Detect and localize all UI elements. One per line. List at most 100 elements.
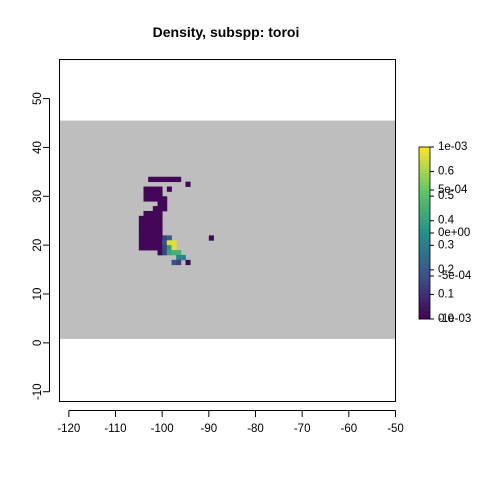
- heatmap-cell: [185, 259, 191, 266]
- colorbar-label: 0.0: [438, 313, 454, 325]
- heatmap-cell: [157, 186, 163, 192]
- colorbar-segment: [419, 310, 430, 316]
- colorbar-label: 0.1: [438, 288, 454, 300]
- heatmap-cell: [138, 230, 144, 236]
- heatmap-cell: [162, 196, 168, 202]
- heatmap-cell: [138, 220, 144, 227]
- heatmap-cell: [143, 225, 149, 231]
- heatmap-cell: [176, 254, 182, 261]
- heatmap-cell: [152, 235, 158, 241]
- heatmap-cell: [162, 176, 168, 183]
- heatmap-cell: [143, 235, 149, 241]
- y-tick-label: 30: [32, 190, 44, 203]
- colorbar-segment: [419, 159, 430, 165]
- colorbar-segment: [419, 194, 430, 200]
- heatmap-cell: [148, 176, 154, 183]
- colorbar-segment: [419, 164, 430, 169]
- heatmap-cell: [148, 240, 154, 246]
- colorbar-segment: [419, 276, 430, 281]
- heatmap-cell: [171, 176, 177, 183]
- heatmap-cell: [166, 186, 172, 192]
- heatmap-cell: [148, 220, 154, 227]
- heatmap-cell: [148, 196, 154, 202]
- heatmap-cell: [143, 245, 149, 251]
- heatmap-cell: [171, 250, 177, 256]
- heatmap-cell: [157, 240, 163, 246]
- heatmap-cell: [143, 191, 149, 197]
- heatmap-cell: [148, 210, 154, 217]
- x-tick-label: -50: [387, 423, 404, 435]
- heatmap-cell: [180, 254, 186, 261]
- heatmap-cell: [143, 186, 149, 192]
- heatmap-cell: [152, 225, 158, 231]
- colorbar-label: 0.4: [438, 215, 455, 227]
- colorbar-segment: [419, 207, 430, 212]
- heatmap-cell: [166, 235, 172, 241]
- colorbar-segment: [419, 233, 430, 238]
- colorbar-label: 5e-04: [438, 184, 468, 196]
- heatmap-cell: [152, 196, 158, 202]
- heatmap-cell: [143, 220, 149, 227]
- heatmap-cell: [157, 215, 163, 222]
- colorbar-segment: [419, 301, 430, 307]
- colorbar-segment: [419, 228, 430, 234]
- heatmap-cell: [157, 196, 163, 202]
- x-axis: -120 -110 -100 -90 -80 -70 -60 -50: [57, 410, 404, 435]
- y-tick-label: 50: [32, 92, 44, 105]
- heatmap-cell: [143, 230, 149, 236]
- colorbar-label: 0.2: [438, 264, 454, 276]
- heatmap-cell: [171, 245, 177, 251]
- heatmap-cell: [138, 245, 144, 251]
- heatmap-cell: [157, 201, 163, 207]
- heatmap-cell: [162, 235, 168, 241]
- heatmap-cell: [148, 245, 154, 251]
- heatmap-cell: [138, 225, 144, 231]
- heatmap-cell: [157, 206, 163, 212]
- colorbar-segment: [419, 198, 430, 204]
- colorbar-segment: [419, 297, 430, 303]
- heatmap-cell: [148, 191, 154, 197]
- heatmap-cell: [171, 240, 177, 246]
- x-tick-label: -110: [104, 423, 126, 435]
- colorbar-segment: [419, 168, 430, 174]
- colorbar-segment: [419, 177, 430, 182]
- heatmap-cell: [166, 176, 172, 183]
- heatmap-cell: [162, 206, 168, 212]
- y-tick-label: 40: [32, 141, 44, 154]
- heatmap-cell: [162, 201, 168, 207]
- colorbar-segment: [419, 271, 430, 277]
- colorbar-segment: [419, 155, 430, 161]
- heatmap-cell: [152, 206, 158, 212]
- heatmap-cell: [157, 191, 163, 197]
- heatmap-cell: [148, 215, 154, 222]
- colorbar-segment: [419, 258, 430, 264]
- colorbar-legend: 1e-03 5e-04 0e+00 -5e-04 -1e-03 0.6 0.5 0.4 0.3 0…: [418, 141, 472, 325]
- x-tick-label: -100: [151, 423, 174, 435]
- colorbar-segment: [419, 202, 430, 208]
- colorbar-segment: [419, 151, 430, 157]
- y-tick-label: 10: [32, 288, 44, 301]
- y-axis: -10 0 10 20 30 40 50: [32, 92, 50, 400]
- colorbar-label: 1e-03: [438, 141, 467, 153]
- colorbar-segment: [419, 314, 430, 320]
- heatmap-cell: [143, 240, 149, 246]
- x-tick-label: -80: [247, 423, 264, 435]
- heatmap-cell: [148, 186, 154, 192]
- heatmap-cell: [166, 250, 172, 256]
- y-tick-label: -10: [32, 383, 44, 400]
- heatmap-cell: [157, 245, 163, 251]
- heatmap-cell: [152, 215, 158, 222]
- y-tick-label: 0: [32, 340, 44, 346]
- colorbar-label: -1e-03: [438, 313, 471, 325]
- heatmap-cell: [148, 225, 154, 231]
- heatmap-cell: [162, 240, 168, 246]
- heatmap-cell: [157, 210, 163, 217]
- heatmap-cell: [157, 220, 163, 227]
- heatmap-cell: [157, 225, 163, 231]
- heatmap-cell: [138, 240, 144, 246]
- colorbar-segment: [419, 280, 430, 286]
- colorbar-label: 0.3: [438, 239, 454, 251]
- heatmap-cell: [162, 245, 168, 251]
- heatmap-cell: [152, 245, 158, 251]
